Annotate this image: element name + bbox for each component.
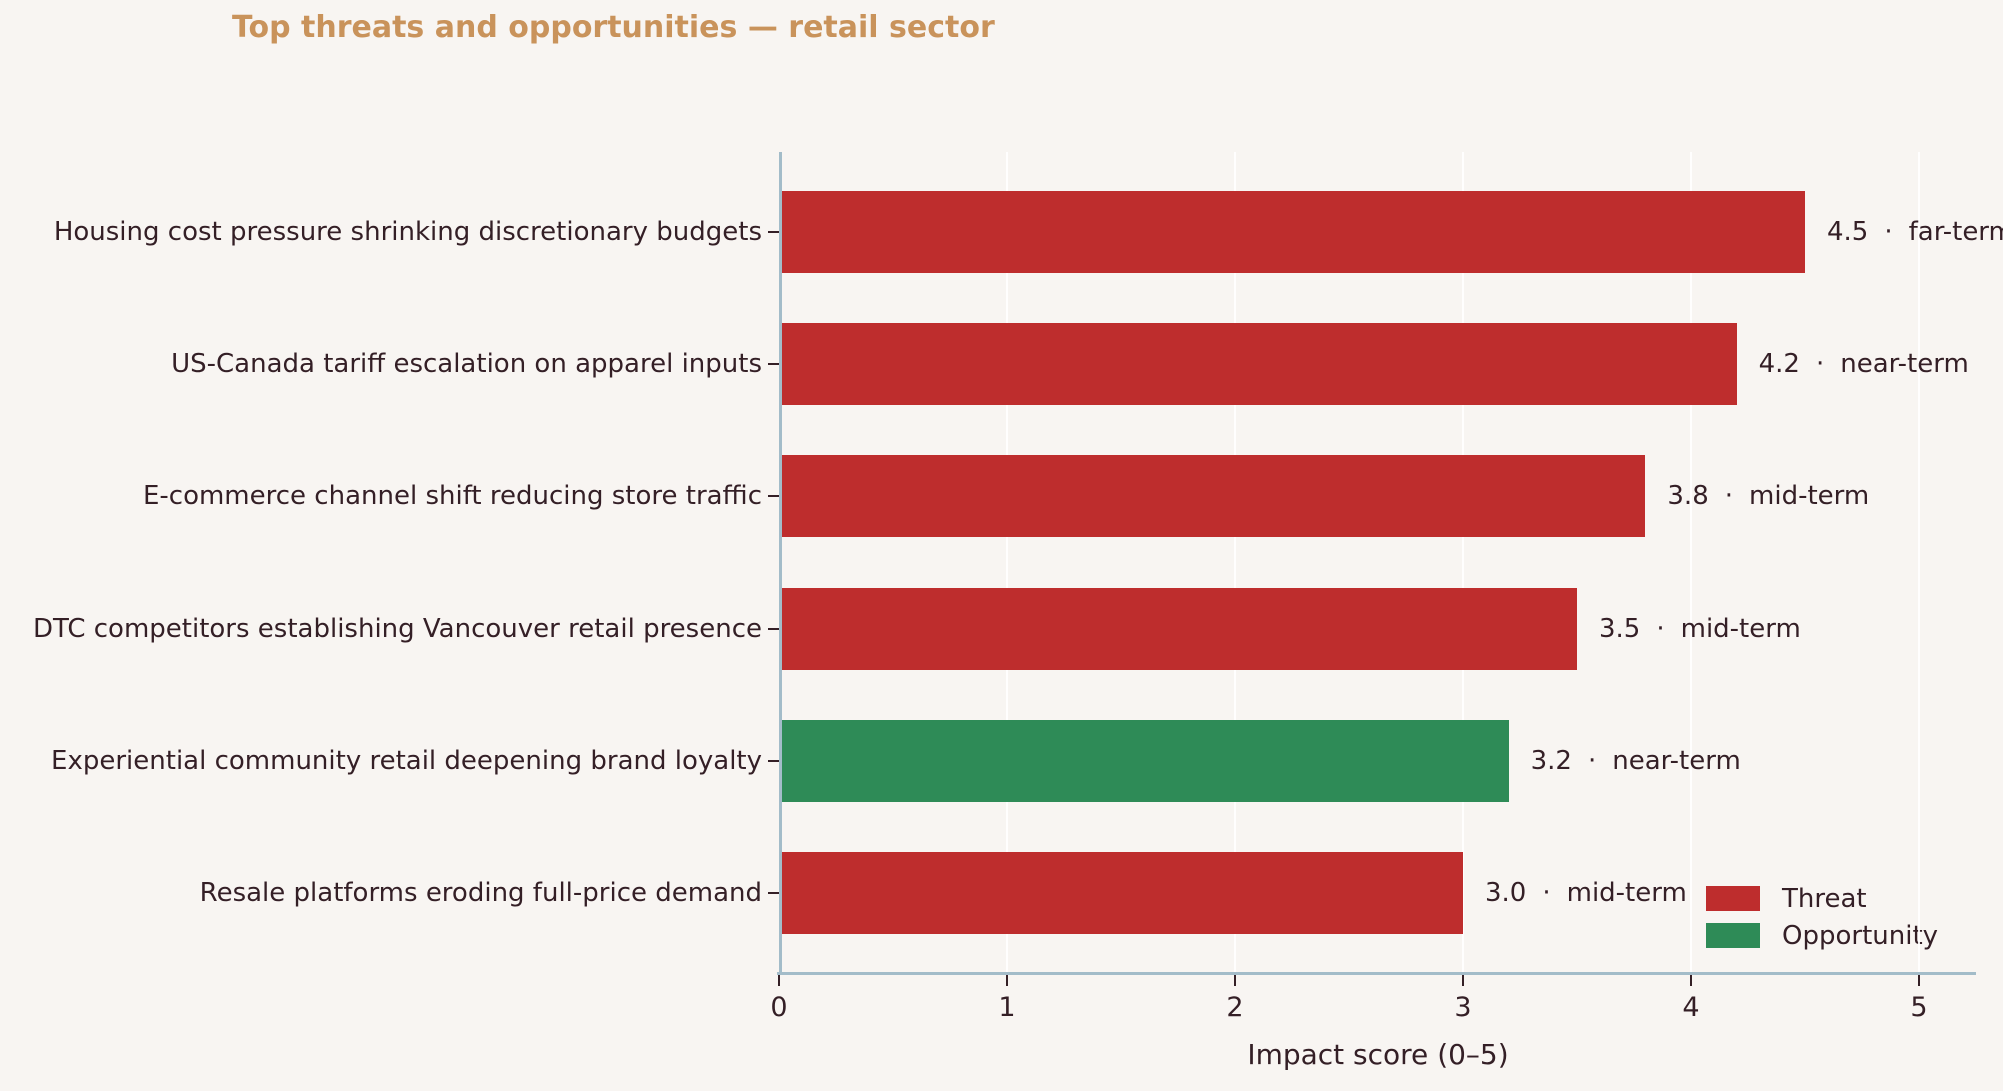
legend-swatch-threat — [1706, 886, 1760, 911]
bar-label: Experiential community retail deepening … — [51, 745, 762, 776]
annotation-term: mid-term — [1680, 613, 1801, 644]
annotation-term: near-term — [1612, 745, 1741, 776]
x-tick-label: 5 — [1910, 992, 1928, 1023]
annotation-value: 3.2 — [1530, 745, 1572, 776]
bar-label: Resale platforms eroding full-price dema… — [199, 878, 762, 908]
y-tick-mark — [768, 363, 779, 366]
bar-threat — [781, 455, 1646, 538]
y-axis-spine — [779, 152, 782, 972]
x-tick-mark — [778, 975, 780, 986]
x-axis-spine — [777, 972, 1976, 975]
bar-annotation: 4.5 · far-term — [1827, 212, 2003, 252]
annotation-separator: · — [1884, 217, 1893, 247]
x-tick-mark — [1462, 975, 1464, 986]
bar-threat — [781, 587, 1577, 670]
annotation-value: 3.8 — [1667, 481, 1709, 512]
bar-annotation: 3.0 · mid-term — [1485, 873, 1687, 913]
annotation-separator: · — [1587, 745, 1597, 776]
legend-entry-opportunity: Opportunity — [1706, 917, 1938, 954]
annotation-separator: · — [1724, 481, 1734, 512]
bar-label: US-Canada tariff escalation on apparel i… — [171, 349, 762, 380]
x-tick-label: 4 — [1682, 992, 1700, 1023]
gridline — [1918, 152, 1920, 972]
legend-entry-threat: Threat — [1706, 880, 1938, 917]
x-tick-mark — [1690, 975, 1692, 986]
legend-label: Threat — [1782, 883, 1867, 914]
x-tick-mark — [1918, 975, 1920, 986]
bar-label: DTC competitors establishing Vancouver r… — [32, 613, 762, 644]
gridline — [1690, 152, 1692, 972]
annotation-separator: · — [1542, 878, 1551, 908]
bar-annotation: 3.2 · near-term — [1531, 741, 1741, 781]
bar-annotation: 4.2 · near-term — [1759, 344, 1969, 384]
legend: Threat Opportunity — [1706, 880, 1938, 954]
annotation-term: mid-term — [1566, 878, 1687, 908]
legend-swatch-opportunity — [1706, 923, 1760, 948]
annotation-value: 4.5 — [1827, 217, 1869, 247]
legend-label: Opportunity — [1782, 920, 1939, 951]
annotation-term: far-term — [1908, 217, 2003, 247]
y-tick-mark — [768, 759, 779, 762]
y-tick-mark — [768, 627, 779, 630]
bar-threat — [781, 191, 1805, 273]
x-tick-label: 2 — [1226, 992, 1244, 1023]
y-tick-mark — [768, 231, 779, 233]
annotation-separator: · — [1656, 613, 1665, 644]
annotation-term: mid-term — [1749, 481, 1870, 512]
annotation-separator: · — [1815, 349, 1825, 380]
bar-label: Housing cost pressure shrinking discreti… — [53, 217, 762, 247]
y-tick-mark — [768, 495, 779, 498]
x-tick-mark — [1006, 975, 1008, 986]
bar-opportunity — [781, 719, 1509, 802]
annotation-value: 3.5 — [1599, 613, 1641, 644]
x-axis-label: Impact score (0–5) — [1247, 1038, 1509, 1071]
x-tick-mark — [1234, 975, 1236, 986]
bar-annotation: 3.5 · mid-term — [1599, 609, 1801, 649]
x-tick-label: 3 — [1454, 992, 1472, 1023]
bar-threat — [781, 323, 1737, 406]
bar-threat — [781, 852, 1463, 934]
gridline — [1234, 152, 1236, 972]
gridline — [1006, 152, 1008, 972]
y-tick-mark — [768, 892, 779, 894]
bar-annotation: 3.8 · mid-term — [1667, 476, 1869, 516]
annotation-term: near-term — [1840, 349, 1969, 380]
x-tick-label: 0 — [770, 992, 788, 1023]
annotation-value: 3.0 — [1485, 878, 1527, 908]
bar-label: E-commerce channel shift reducing store … — [142, 481, 762, 512]
x-tick-label: 1 — [998, 992, 1016, 1023]
gridline — [1462, 152, 1464, 972]
chart-title: Top threats and opportunities — retail s… — [232, 10, 995, 45]
annotation-value: 4.2 — [1758, 349, 1800, 380]
